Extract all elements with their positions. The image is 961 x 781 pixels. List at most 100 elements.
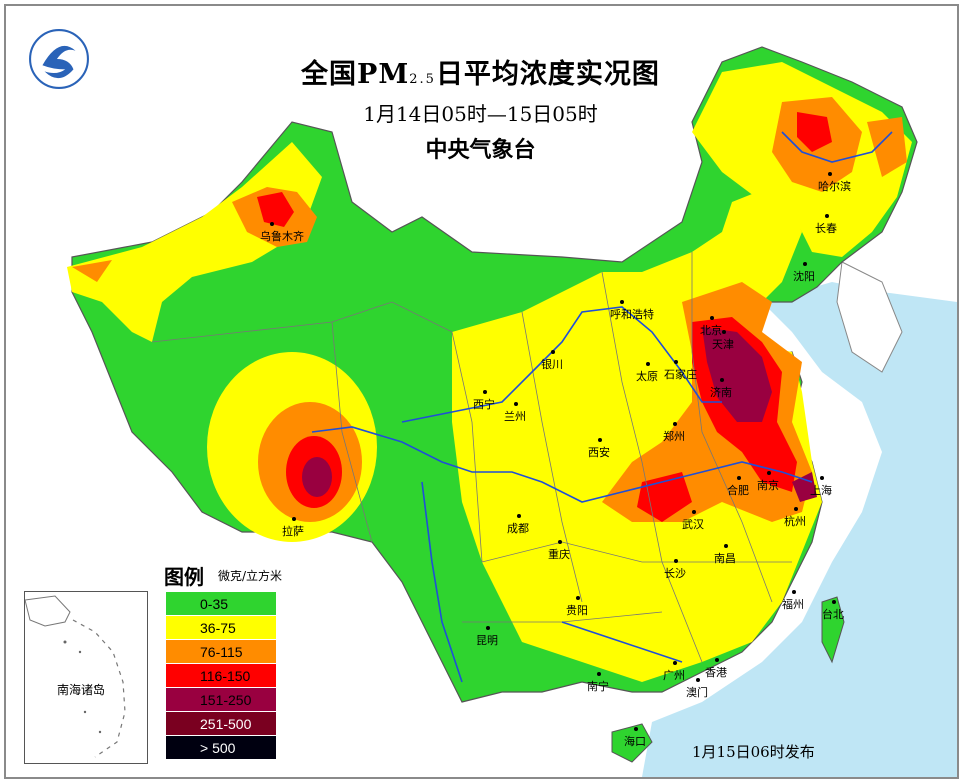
- city-dot: [673, 661, 677, 665]
- city-label: 长春: [815, 222, 837, 235]
- city-label: 天津: [712, 338, 734, 351]
- city-dot: [674, 559, 678, 563]
- pm25-map: [67, 46, 957, 777]
- city-label: 石家庄: [664, 368, 697, 381]
- city-label: 澳门: [686, 686, 708, 699]
- legend-swatch: [166, 640, 276, 663]
- city-label: 西宁: [473, 398, 495, 411]
- legend-title: 图例: [164, 565, 204, 589]
- city-label: 杭州: [784, 515, 806, 528]
- city-label: 合肥: [727, 484, 749, 497]
- city-dot: [486, 626, 490, 630]
- city-dot: [792, 590, 796, 594]
- city-dot: [517, 514, 521, 518]
- city-dot: [720, 378, 724, 382]
- legend-row: 0-35: [166, 592, 276, 616]
- zone-151-250: [302, 327, 817, 502]
- city-dot: [620, 300, 624, 304]
- city-label: 昆明: [476, 634, 498, 647]
- taiwan: [821, 596, 845, 664]
- city-label: 福州: [782, 598, 804, 611]
- city-label: 西安: [588, 446, 610, 459]
- legend-label: 116-150: [200, 668, 251, 684]
- legend-label: 0-35: [200, 596, 229, 612]
- city-label: 乌鲁木齐: [260, 230, 304, 243]
- legend-label: 151-250: [200, 692, 252, 708]
- city-dot: [598, 438, 602, 442]
- city-label: 贵阳: [566, 604, 588, 617]
- legend-swatch: [166, 736, 276, 759]
- city-dot: [825, 214, 829, 218]
- city-dot: [710, 316, 714, 320]
- city-dot: [767, 471, 771, 475]
- city-dot: [597, 672, 601, 676]
- legend-swatch: [166, 712, 276, 735]
- city-dot: [551, 350, 555, 354]
- map-title: 全国PM2.5日平均浓度实况图: [301, 59, 660, 90]
- city-dot: [828, 172, 832, 176]
- legend-label: > 500: [200, 740, 236, 756]
- city-label: 济南: [710, 386, 732, 399]
- city-dot: [692, 510, 696, 514]
- city-label: 武汉: [682, 518, 704, 531]
- city-dot: [737, 476, 741, 480]
- city-dot: [832, 600, 836, 604]
- time-range: 1月14日05时—15日05时: [363, 102, 598, 126]
- city-label: 南昌: [714, 552, 736, 565]
- city-label: 太原: [636, 370, 658, 383]
- city-dot: [715, 658, 719, 662]
- city-dot: [270, 222, 274, 226]
- legend-swatch: [166, 592, 276, 615]
- meteorological-logo: [29, 29, 89, 89]
- city-label: 香港: [705, 666, 727, 679]
- legend-label: 251-500: [200, 716, 252, 732]
- city-label: 南宁: [587, 680, 609, 693]
- city-label: 哈尔滨: [818, 180, 851, 193]
- city-dot: [292, 517, 296, 521]
- legend-label: 76-115: [200, 644, 243, 660]
- city-label: 海口: [624, 735, 646, 748]
- city-label: 呼和浩特: [610, 308, 654, 321]
- city-dot: [722, 330, 726, 334]
- legend-swatch: [166, 664, 276, 687]
- city-dot: [674, 360, 678, 364]
- legend-swatch: [166, 688, 276, 711]
- city-dot: [634, 727, 638, 731]
- city-dot: [820, 476, 824, 480]
- city-dot: [696, 678, 700, 682]
- city-label: 郑州: [663, 430, 685, 443]
- city-label: 成都: [507, 522, 529, 535]
- city-label: 台北: [822, 608, 844, 621]
- organization: 中央气象台: [425, 137, 536, 163]
- city-label: 兰州: [504, 410, 526, 423]
- south-china-sea-inset: 南海诸岛: [24, 591, 148, 764]
- legend-row: 151-250: [166, 688, 276, 712]
- city-dot: [646, 362, 650, 366]
- city-label: 上海: [810, 484, 832, 497]
- rivers: [311, 131, 893, 683]
- legend-row: 76-115: [166, 640, 276, 664]
- city-label: 沈阳: [793, 270, 815, 283]
- city-dot: [558, 540, 562, 544]
- city-label: 拉萨: [282, 525, 304, 538]
- city-dot: [794, 507, 798, 511]
- legend-label: 36-75: [200, 620, 236, 636]
- legend-row: 36-75: [166, 616, 276, 640]
- province-borders: [151, 252, 792, 663]
- city-label: 银川: [541, 358, 563, 371]
- legend-unit: 微克/立方米: [218, 569, 283, 583]
- city-dot: [483, 390, 487, 394]
- legend-swatch: [166, 616, 276, 639]
- hainan: [611, 723, 653, 763]
- legend-row: > 500: [166, 736, 276, 760]
- city-label: 北京: [700, 324, 722, 337]
- map-frame: [4, 4, 959, 779]
- legend-row: 116-150: [166, 664, 276, 688]
- inset-map: [24, 595, 126, 758]
- sea-area: [642, 282, 957, 777]
- inset-label: 南海诸岛: [57, 683, 106, 697]
- city-label: 重庆: [548, 548, 570, 561]
- issue-time: 1月15日06时发布: [692, 743, 815, 761]
- city-label: 长沙: [664, 567, 686, 580]
- city-dot: [803, 262, 807, 266]
